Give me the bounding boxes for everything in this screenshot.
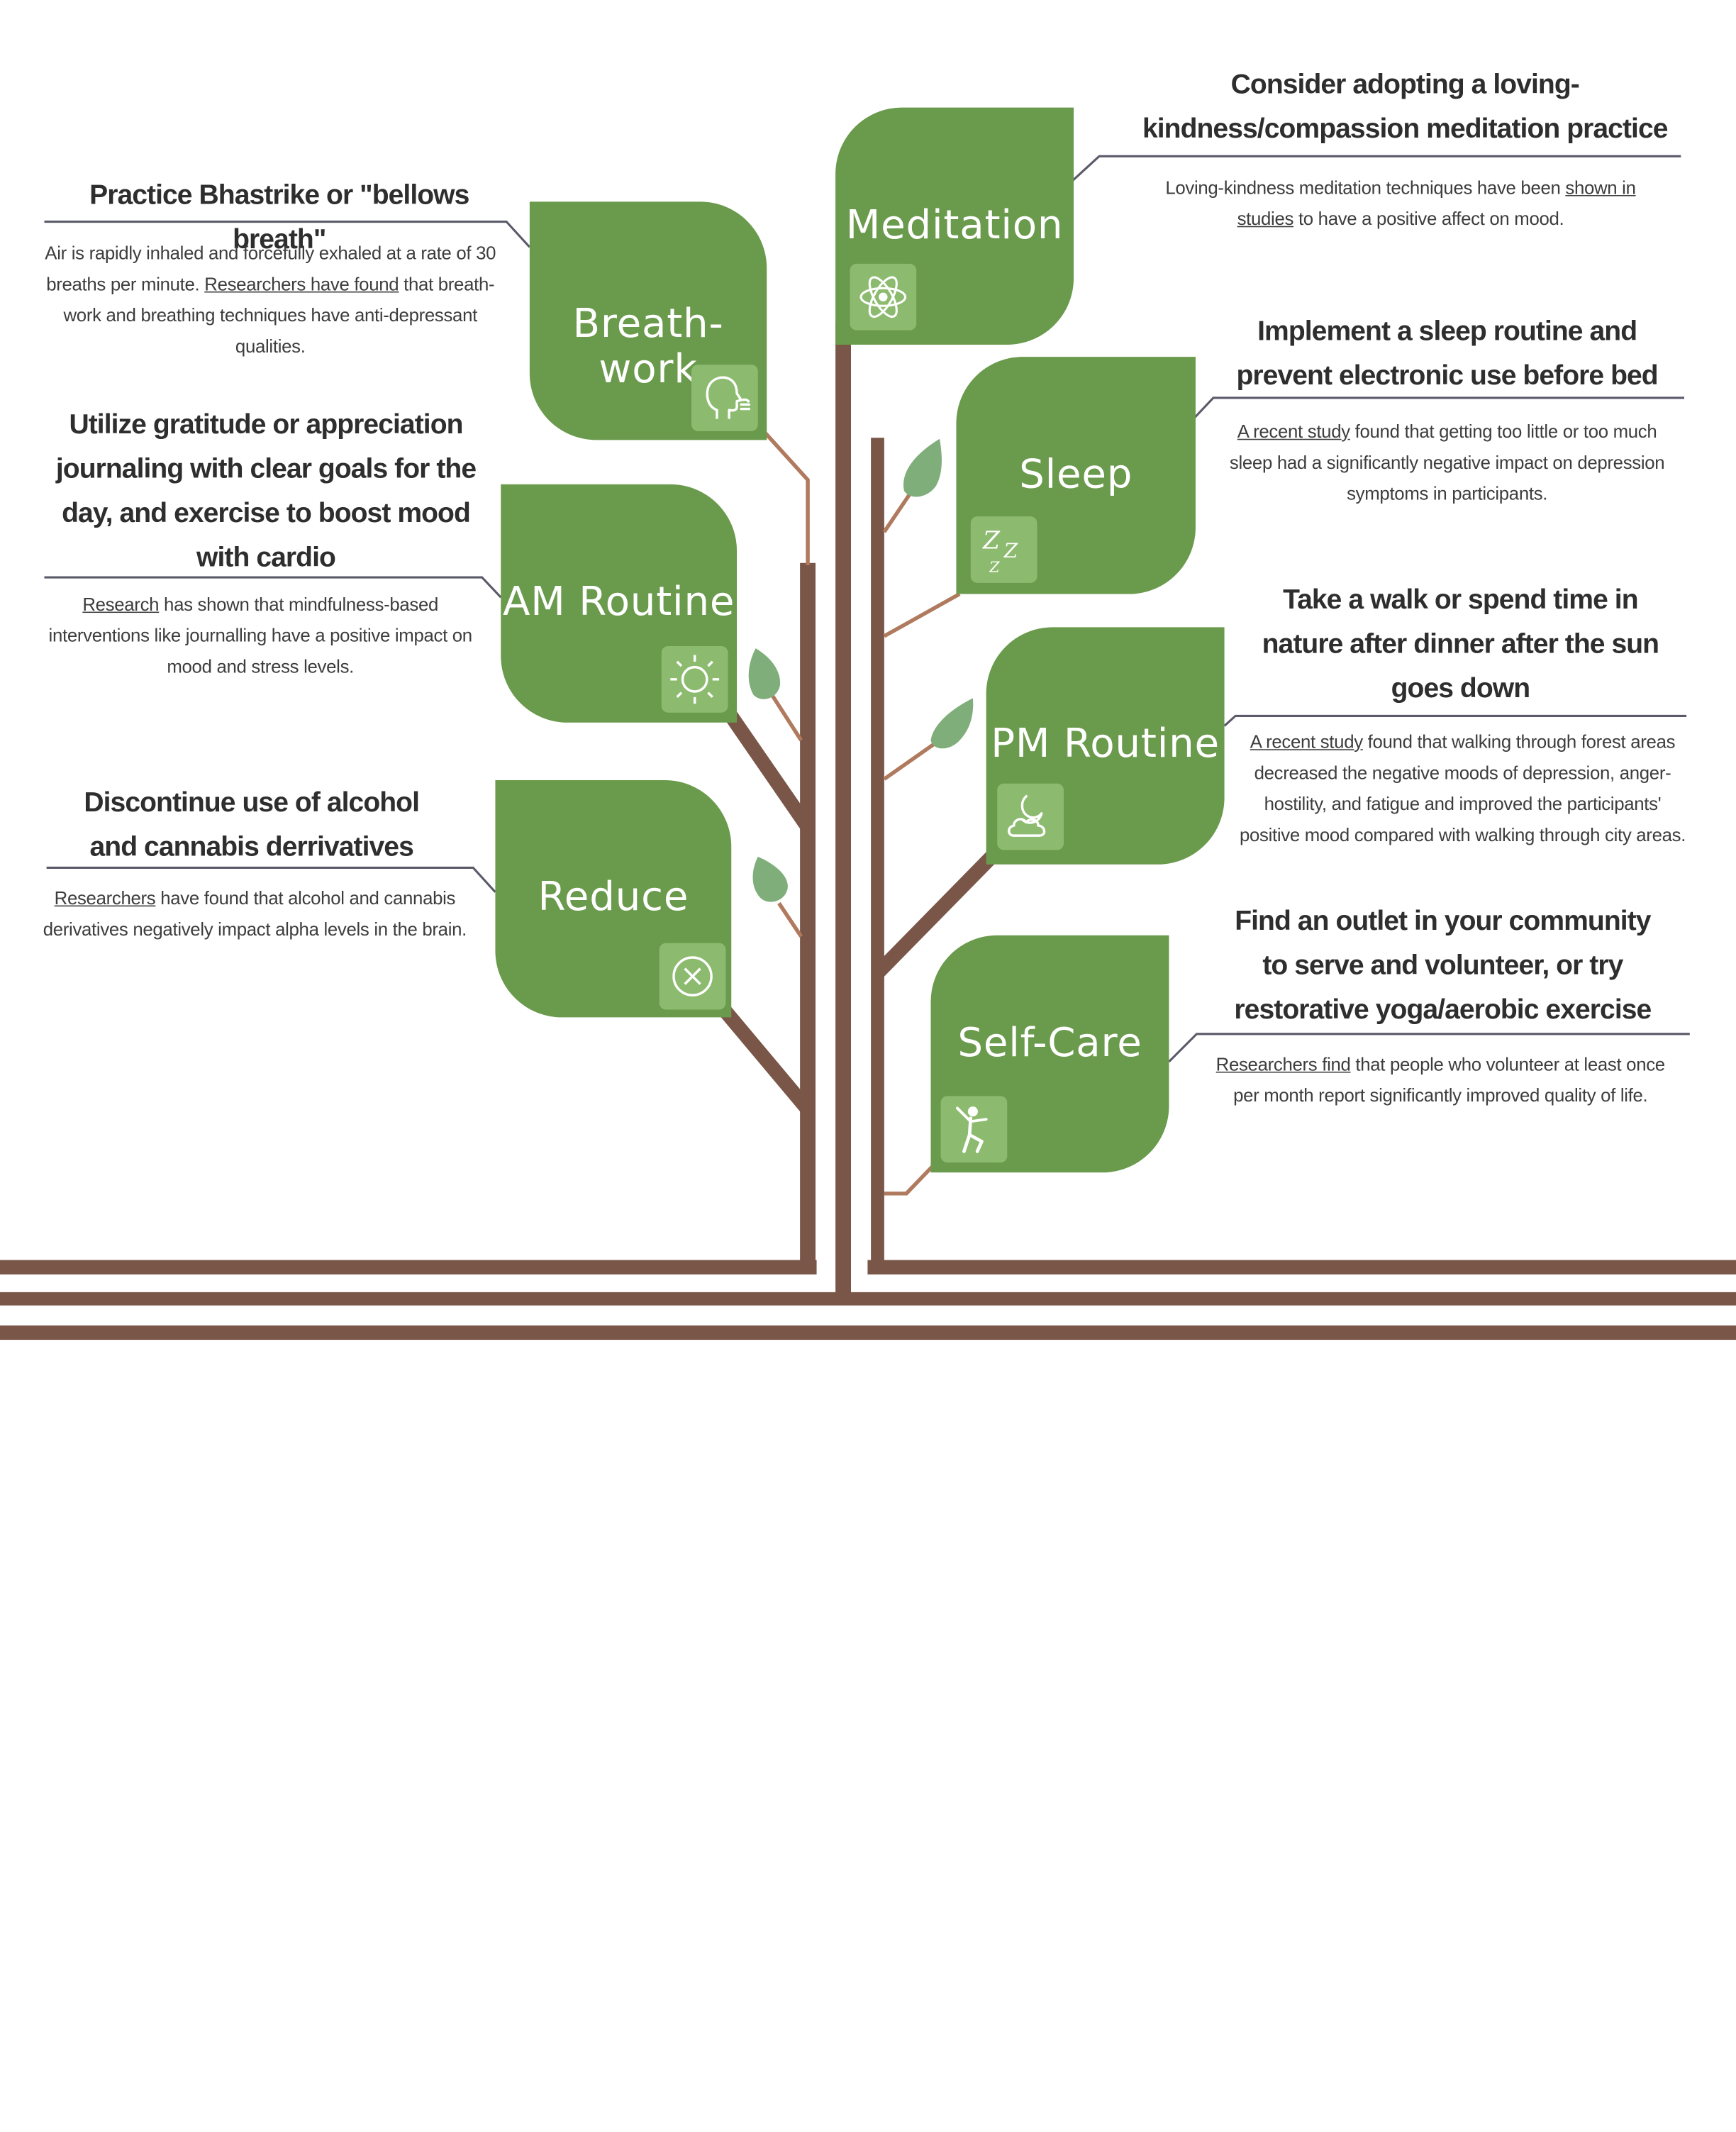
callout-heading-selfcare: Find an outlet in your community to serv… <box>1234 905 1652 1026</box>
body-text: to have a positive affect on mood. <box>1293 209 1564 230</box>
research-link[interactable]: Researchers <box>54 889 156 909</box>
x-circle-icon <box>659 943 726 1010</box>
small-leaf <box>903 438 942 497</box>
callout-heading-breath: Practice Bhastrike or "bellows breath" <box>89 179 469 255</box>
leaf-title: Self-Care <box>957 1021 1142 1067</box>
twig <box>883 592 961 638</box>
callout-body-meditation: Loving-kindness meditation techniques ha… <box>1146 173 1656 235</box>
leaf-meditation: Meditation <box>835 107 1074 345</box>
callout-heading-reduce: Discontinue use of alcohol and cannabis … <box>84 787 420 862</box>
leaf-title: Reduce <box>538 874 689 920</box>
callout-body-breath: Air is rapidly inhaled and forcefully ex… <box>45 238 497 362</box>
twig <box>884 1164 935 1196</box>
connector-line <box>44 576 502 599</box>
tree-trunk <box>835 321 851 1297</box>
callout-body-reduce: Researchers have found that alcohol and … <box>38 883 472 945</box>
callout-body-selfcare: Researchers find that people who volunte… <box>1208 1050 1673 1112</box>
ground-line <box>0 1292 1736 1306</box>
research-link[interactable]: A recent study <box>1250 732 1363 753</box>
body-text: that people who volunteer at least once … <box>1233 1055 1665 1106</box>
twig <box>769 692 803 742</box>
body-text: found that getting too little or too muc… <box>1229 422 1665 504</box>
leaf-title: Breath-work <box>572 301 724 393</box>
body-text: Loving-kindness meditation techniques ha… <box>1165 178 1566 199</box>
moon-cloud-icon <box>997 783 1064 850</box>
connector-line <box>1072 155 1681 182</box>
twig <box>763 431 810 565</box>
tree-trunk <box>871 438 884 1267</box>
body-text: has shown that mindfulness-based interve… <box>48 595 473 677</box>
breathing-face-icon <box>691 365 758 431</box>
leaf-title: PM Routine <box>991 721 1220 767</box>
callout-body-am: Research has shown that mindfulness-base… <box>45 589 477 682</box>
twig <box>777 901 803 938</box>
callout-body-sleep: A recent study found that getting too li… <box>1219 417 1676 510</box>
leaf-am-routine: AM Routine <box>501 484 738 723</box>
body-text: Air is rapidly inhaled and forcefully ex… <box>45 243 496 295</box>
leaf-reduce: Reduce <box>495 780 732 1018</box>
ground-line <box>0 1260 817 1275</box>
callout-heading-pm: Take a walk or spend time in nature afte… <box>1262 584 1659 704</box>
tree-trunk <box>800 562 816 1272</box>
leaf-self-care: Self-Care <box>930 935 1169 1173</box>
body-text: have found that alcohol and cannabis der… <box>43 889 467 940</box>
research-link[interactable]: Researchers find <box>1215 1055 1351 1075</box>
leaf-title: AM Routine <box>503 579 735 626</box>
callout-heading-sleep: Implement a sleep routine and prevent el… <box>1236 316 1658 392</box>
leaf-sleep: Sleep Z Z Z <box>956 357 1196 594</box>
body-text: that breath-work and breathing technique… <box>63 274 495 357</box>
sun-icon <box>661 645 728 713</box>
small-leaf <box>748 648 781 699</box>
connector-line <box>1194 396 1684 419</box>
callout-body-pm: A recent study found that walking throug… <box>1239 727 1686 851</box>
callout-heading-am: Utilize gratitude or appreciation journa… <box>55 409 477 573</box>
ground-line <box>0 1325 1736 1340</box>
branch <box>872 848 1001 978</box>
svg-text:Z: Z <box>1003 539 1018 562</box>
leaf-pm-routine: PM Routine <box>986 627 1225 865</box>
twig <box>883 740 937 781</box>
dancer-icon <box>940 1096 1008 1163</box>
leaf-title: Meditation <box>845 202 1064 248</box>
research-link[interactable]: A recent study <box>1237 422 1350 443</box>
small-leaf <box>752 856 788 902</box>
leaf-title: Sleep <box>1019 452 1133 498</box>
connector-line <box>1223 714 1687 727</box>
ground-line <box>867 1260 1736 1275</box>
connector-line <box>46 866 496 893</box>
callout-heading-meditation: Consider adopting a loving-kindness/comp… <box>1142 68 1669 145</box>
branch <box>722 707 813 830</box>
atom-icon <box>850 263 917 331</box>
branch <box>714 1000 813 1114</box>
small-leaf <box>930 698 974 749</box>
connector-line <box>44 220 531 248</box>
body-text: found that walking through forest areas … <box>1239 732 1686 846</box>
research-link[interactable]: Researchers have found <box>204 274 399 295</box>
svg-text:Z: Z <box>989 558 1000 575</box>
leaf-breath-work: Breath-work <box>529 201 767 440</box>
zzz-icon: Z Z Z <box>970 516 1037 583</box>
tree-graphic <box>0 155 1736 1340</box>
research-link[interactable]: Research <box>82 595 160 616</box>
connector-line <box>1168 1033 1690 1062</box>
svg-text:Z: Z <box>982 526 1001 555</box>
research-link[interactable]: shown in studies <box>1237 178 1636 230</box>
